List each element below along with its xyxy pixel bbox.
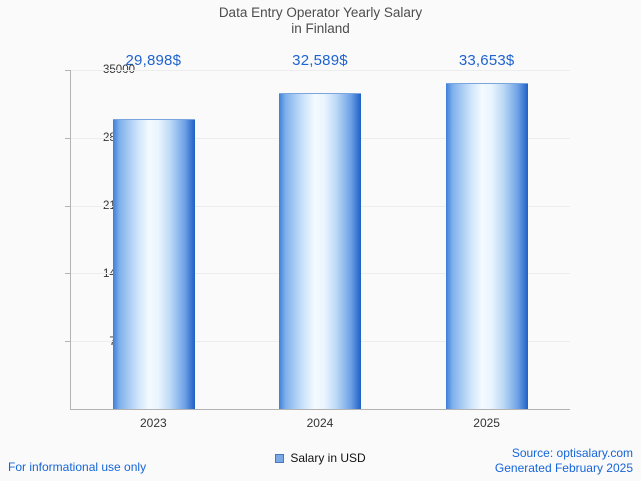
gridline-35000 — [71, 70, 570, 71]
bar-slot-2025 — [404, 70, 570, 409]
legend-item-salary-in-usd[interactable]: Salary in USD — [0, 451, 641, 465]
plot-area — [65, 70, 570, 410]
disclaimer-text: For informational use only — [8, 460, 147, 474]
bar-2025 — [445, 83, 528, 409]
bar-2024 — [279, 93, 362, 409]
value-label-2024: 32,589$ — [292, 52, 348, 69]
y-tick-mark — [65, 137, 71, 139]
value-labels-row: 29,898$ 32,589$ 33,653$ — [70, 52, 570, 69]
source-block: Source: optisalary.com Generated Februar… — [495, 446, 633, 476]
x-label-2025: 2025 — [473, 416, 500, 430]
value-label-2023: 29,898$ — [125, 52, 182, 69]
x-label-2024: 2024 — [306, 416, 334, 430]
bar-2023 — [113, 119, 196, 409]
value-label-2025: 33,653$ — [458, 52, 515, 69]
y-tick-mark — [65, 273, 71, 275]
chart-title-line2: in Finland — [291, 21, 350, 36]
generated-date: Generated February 2025 — [494, 461, 633, 475]
bar-slot-2024 — [237, 70, 403, 409]
chart-title: Data Entry Operator Yearly Salary in Fin… — [0, 5, 641, 37]
y-tick-mark — [65, 341, 71, 343]
legend-label: Salary in USD — [290, 451, 366, 465]
source-link[interactable]: Source: optisalary.com — [511, 446, 633, 460]
y-tick-mark — [65, 70, 71, 71]
x-label-2023: 2023 — [139, 416, 167, 430]
chart-title-line1: Data Entry Operator Yearly Salary — [218, 5, 423, 20]
y-tick-mark — [65, 205, 71, 207]
x-axis-labels: 2023 2024 2025 — [70, 416, 570, 430]
legend-marker-icon — [275, 453, 285, 463]
bar-slot-2023 — [71, 70, 237, 409]
